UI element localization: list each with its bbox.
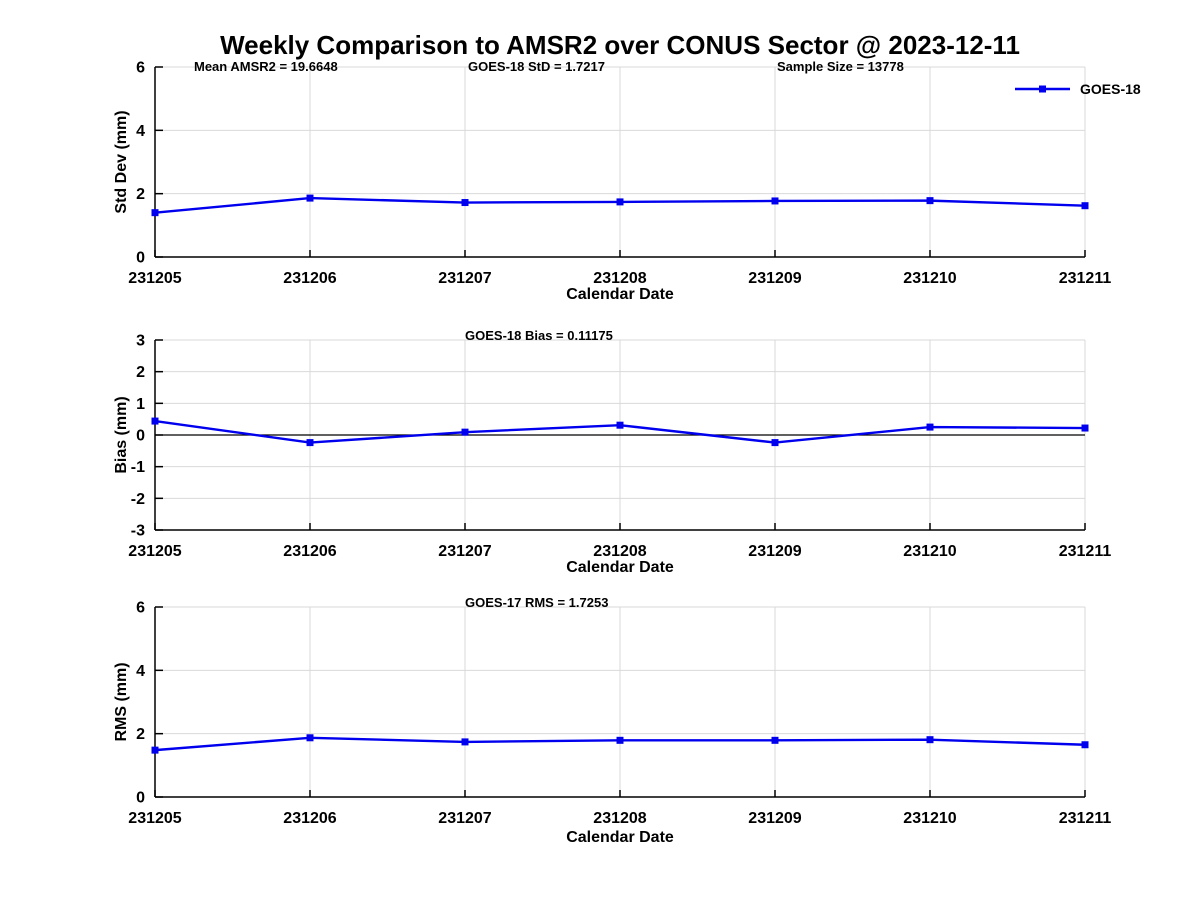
annotation-goes17-rms: GOES-17 RMS = 1.7253 [465, 595, 609, 610]
annotation-goes18-bias: GOES-18 Bias = 0.11175 [465, 328, 613, 343]
y-tick-label: 0 [136, 250, 145, 267]
y-tick-label: 1 [136, 396, 145, 413]
y-tick-label: 2 [136, 186, 145, 203]
x-tick-label: 231205 [128, 270, 181, 287]
x-tick-label: 231205 [128, 543, 181, 560]
x-tick-label: 231206 [283, 810, 336, 827]
x-tick-label: 231208 [593, 810, 646, 827]
y-tick-label: 0 [136, 790, 145, 807]
legend-marker [1039, 85, 1046, 93]
x-axis-label-panel3: Calendar Date [566, 829, 674, 846]
x-tick-label: 231211 [1059, 810, 1112, 827]
panel-rms: 231205 231206 231207 231208 231209 231210 2312… [128, 600, 1111, 828]
data-point-marker [771, 736, 779, 744]
x-tick-label: 231209 [748, 270, 801, 287]
x-tick-label: 231210 [903, 810, 956, 827]
y-tick-label: 0 [136, 428, 145, 445]
x-tick-label: 231206 [283, 270, 336, 287]
x-tick-label: 231207 [438, 270, 491, 287]
y-tick-label: 6 [136, 600, 145, 617]
data-point-marker [926, 423, 934, 431]
x-tick-label: 231211 [1059, 270, 1112, 287]
x-tick-label: 231209 [748, 543, 801, 560]
data-point-marker [461, 738, 469, 746]
annotation-sample-size: Sample Size = 13778 [777, 59, 904, 74]
data-point-marker [1081, 741, 1089, 749]
data-point-marker [151, 209, 159, 217]
data-point-marker [1081, 424, 1089, 432]
y-tick-label: -1 [131, 459, 145, 476]
y-tick-label: 6 [136, 60, 145, 77]
data-point-marker [771, 439, 779, 447]
annotation-goes18-std: GOES-18 StD = 1.7217 [468, 59, 605, 74]
panel-std-dev: 231205 231206 231207 231208 231209 231210 2312… [128, 60, 1111, 288]
figure-title: Weekly Comparison to AMSR2 over CONUS Se… [220, 30, 1020, 60]
legend-label: GOES-18 [1080, 81, 1141, 97]
data-point-marker [151, 746, 159, 754]
x-tick-label: 231210 [903, 270, 956, 287]
y-tick-label: 4 [136, 663, 145, 680]
y-tick-label: -3 [131, 523, 145, 540]
legend-sample [1015, 85, 1070, 93]
x-tick-label: 231207 [438, 810, 491, 827]
data-point-marker [616, 736, 624, 744]
data-point-marker [926, 197, 934, 205]
y-axis-label-std-dev: Std Dev (mm) [113, 110, 130, 214]
y-tick-label: 4 [136, 123, 145, 140]
x-tick-label: 231208 [593, 270, 646, 287]
x-tick-label: 231209 [748, 810, 801, 827]
x-tick-label: 231210 [903, 543, 956, 560]
y-tick-label: -2 [131, 491, 145, 508]
x-tick-label: 231206 [283, 543, 336, 560]
data-point-marker [926, 736, 934, 744]
x-tick-label: 231207 [438, 543, 491, 560]
panel-bias: 231205 231206 231207 231208 231209 231210 2312… [128, 333, 1111, 561]
data-point-marker [1081, 202, 1089, 210]
x-axis-label-panel1: Calendar Date [566, 286, 674, 303]
data-point-marker [616, 421, 624, 429]
data-point-marker [461, 199, 469, 207]
data-point-marker [306, 439, 314, 447]
y-tick-label: 3 [136, 333, 145, 350]
annotation-mean-amsr2: Mean AMSR2 = 19.6648 [194, 59, 338, 74]
y-tick-label: 2 [136, 364, 145, 381]
y-tick-label: 2 [136, 726, 145, 743]
data-point-marker [461, 428, 469, 436]
data-point-marker [616, 198, 624, 206]
x-tick-label: 231211 [1059, 543, 1112, 560]
x-tick-label: 231208 [593, 543, 646, 560]
data-point-marker [306, 194, 314, 202]
y-axis-label-bias: Bias (mm) [113, 396, 130, 474]
x-axis-label-panel2: Calendar Date [566, 559, 674, 576]
data-point-marker [306, 734, 314, 742]
x-tick-label: 231205 [128, 810, 181, 827]
y-axis-label-rms: RMS (mm) [113, 662, 130, 742]
data-point-marker [151, 417, 159, 425]
data-point-marker [771, 197, 779, 205]
